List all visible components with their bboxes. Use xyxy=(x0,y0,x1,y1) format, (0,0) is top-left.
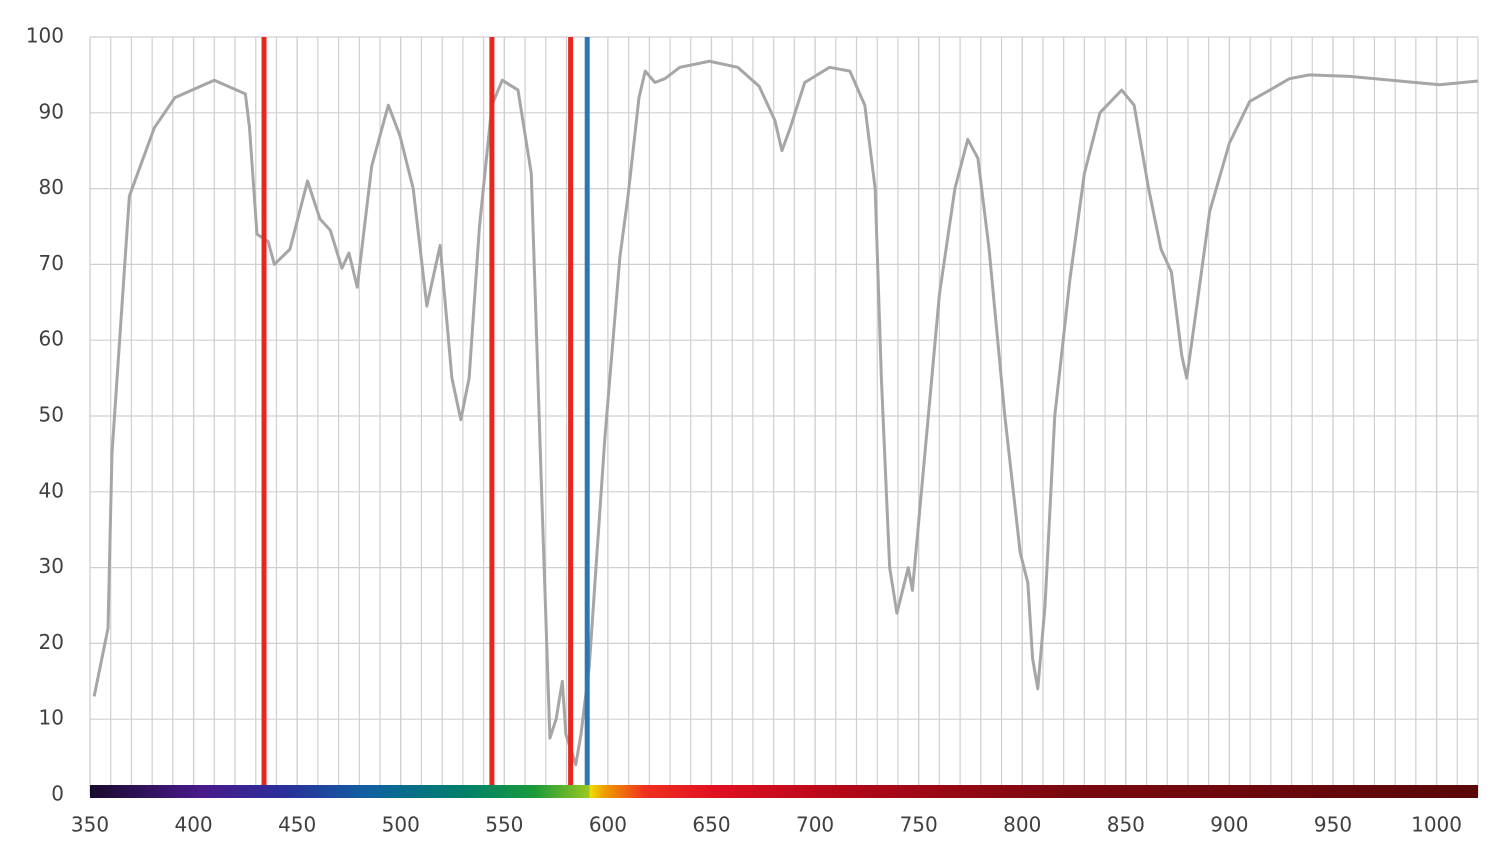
x-tick-label: 550 xyxy=(485,813,523,837)
x-tick-label: 600 xyxy=(589,813,627,837)
x-tick-label: 800 xyxy=(1003,813,1041,837)
y-tick-label: 10 xyxy=(39,706,64,730)
x-tick-label: 650 xyxy=(692,813,730,837)
x-tick-label: 850 xyxy=(1107,813,1145,837)
y-tick-label: 40 xyxy=(39,478,64,502)
x-tick-label: 1000 xyxy=(1411,813,1462,837)
y-tick-label: 50 xyxy=(39,403,64,427)
line-series xyxy=(92,59,1479,767)
x-tick-label: 700 xyxy=(796,813,834,837)
x-tick-label: 350 xyxy=(71,813,109,837)
x-tick-label: 400 xyxy=(174,813,212,837)
x-tick-label: 450 xyxy=(278,813,316,837)
x-tick-label: 500 xyxy=(382,813,420,837)
y-tick-label: 20 xyxy=(39,630,64,654)
x-tick-label: 950 xyxy=(1314,813,1352,837)
y-tick-label: 30 xyxy=(39,554,64,578)
y-tick-label: 60 xyxy=(39,327,64,351)
y-tick-label: 90 xyxy=(39,99,64,123)
y-tick-label: 80 xyxy=(39,175,64,199)
x-tick-label: 900 xyxy=(1210,813,1248,837)
y-tick-label: 100 xyxy=(26,24,64,48)
y-tick-label: 70 xyxy=(39,251,64,275)
x-tick-label: 750 xyxy=(900,813,938,837)
spectrum-bar xyxy=(90,785,1478,798)
y-tick-label: 0 xyxy=(51,782,64,806)
